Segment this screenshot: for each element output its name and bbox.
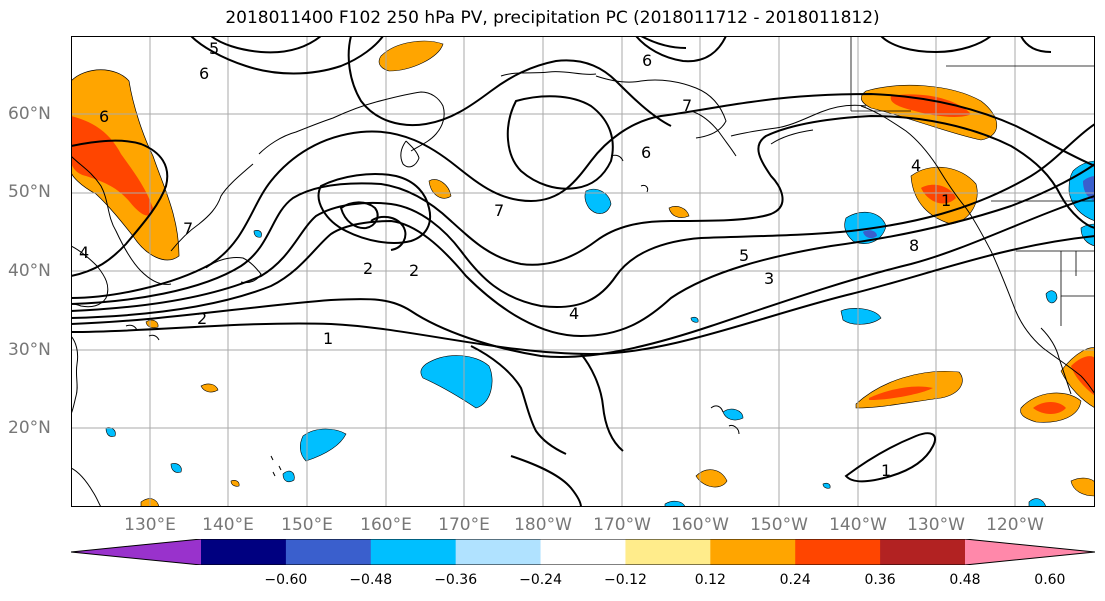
- colorbar-tick-label: 0.36: [864, 572, 896, 588]
- colorbar-segment: [540, 539, 626, 565]
- lon-label-120w: 120°W: [986, 515, 1044, 535]
- pv-label: 5: [739, 246, 749, 265]
- colorbar-tick-label: −0.60: [264, 572, 308, 588]
- colorbar-tick-label: −0.48: [349, 572, 393, 588]
- lat-label-50n: 50°N: [8, 182, 51, 202]
- pv-label: 5: [209, 39, 219, 58]
- colorbar-tick-label: −0.24: [519, 572, 562, 588]
- lat-label-40n: 40°N: [8, 261, 51, 281]
- colorbar-segment: [455, 539, 542, 565]
- lon-label-130e: 130°E: [124, 515, 176, 535]
- colorbar-tick-label: −0.36: [434, 572, 478, 588]
- colorbar-tick-label: −0.12: [603, 572, 647, 588]
- pv-label: 3: [764, 269, 774, 288]
- pv-label: 6: [641, 143, 651, 162]
- precip-negative-shading: [105, 160, 1095, 507]
- pv-label: 7: [494, 201, 504, 220]
- lon-label-180w: 180°W: [514, 515, 572, 535]
- pv-label: 8: [909, 236, 919, 255]
- borders: [850, 36, 1095, 326]
- colorbar: [71, 539, 1095, 565]
- colorbar-segment: [625, 539, 711, 565]
- lat-label-60n: 60°N: [8, 104, 51, 124]
- lon-label-160e: 160°E: [360, 515, 412, 535]
- colorbar-tick-label: 0.60: [1034, 572, 1066, 588]
- pv-label: 4: [569, 304, 579, 323]
- lon-label-170w: 170°W: [593, 515, 651, 535]
- colorbar-segment: [795, 539, 881, 565]
- lon-label-150e: 150°E: [281, 515, 333, 535]
- map-panel: 5 6 6 6 6 7 7 7 4 2 2 1 2 4 4 5 3 8 1 1: [71, 36, 1095, 507]
- colorbar-tick-label: 0.48: [949, 572, 981, 588]
- pv-label: 2: [409, 261, 419, 280]
- lat-label-20n: 20°N: [8, 418, 51, 438]
- lon-label-150w: 150°W: [750, 515, 808, 535]
- lon-label-160w: 160°W: [671, 515, 729, 535]
- lon-label-130w: 130°W: [907, 515, 965, 535]
- pv-label: 2: [197, 309, 207, 328]
- lon-label-170e: 170°E: [438, 515, 490, 535]
- pv-label: 1: [941, 191, 951, 210]
- colorbar-extend-low: [71, 539, 201, 565]
- map-frame: [71, 36, 1095, 507]
- pv-label: 6: [199, 64, 209, 83]
- coastlines: [71, 71, 1095, 507]
- pv-label: 7: [682, 96, 692, 115]
- map-title: 2018011400 F102 250 hPa PV, precipitatio…: [225, 8, 880, 28]
- pv-label: 7: [183, 219, 193, 238]
- pv-contours: [71, 36, 1095, 507]
- colorbar-segment: [880, 539, 966, 565]
- colorbar-segment: [370, 539, 457, 565]
- pv-label: 1: [323, 329, 333, 348]
- graticule: [71, 36, 1095, 507]
- pv-contour-labels: 5 6 6 6 6 7 7 7 4 2 2 1 2 4 4 5 3 8 1 1: [79, 39, 951, 480]
- pv-label: 2: [363, 259, 373, 278]
- colorbar-extend-high: [965, 539, 1095, 565]
- colorbar-tick-label: 0.12: [694, 572, 726, 588]
- colorbar-tick-label: 0.24: [779, 572, 811, 588]
- pv-label: 4: [79, 243, 89, 262]
- pv-label: 6: [642, 51, 652, 70]
- colorbar-segment: [710, 539, 796, 565]
- lon-label-140e: 140°E: [202, 515, 254, 535]
- lat-label-30n: 30°N: [8, 340, 51, 360]
- colorbar-segment: [201, 539, 287, 565]
- lon-label-140w: 140°W: [829, 515, 887, 535]
- pv-label: 1: [881, 461, 891, 480]
- colorbar-segment: [285, 539, 372, 565]
- pv-label: 4: [911, 156, 921, 175]
- pv-label: 6: [99, 107, 109, 126]
